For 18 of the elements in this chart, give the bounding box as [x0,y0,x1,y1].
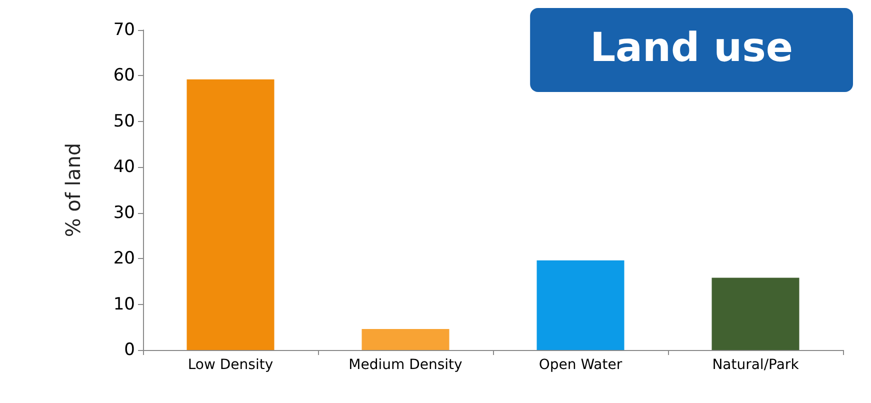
bar [712,278,800,350]
y-tick-label: 60 [113,66,135,86]
y-tick-label: 30 [113,202,135,223]
y-tick-label: 40 [113,157,135,178]
y-tick-label: 20 [113,248,135,269]
x-tick-label: Medium Density [348,357,462,373]
x-tick-label: Low Density [188,357,274,373]
bar [362,328,450,350]
chart-title: Land use [590,25,794,71]
y-tick-label: 10 [113,294,135,314]
y-tick-label: 0 [124,340,135,360]
x-tick-label: Open Water [538,357,622,373]
bar [186,79,274,350]
x-tick-label: Natural/Park [712,357,800,373]
y-tick-label: 50 [113,111,135,132]
y-axis-title: % of land [61,142,85,238]
y-tick-label: 70 [113,20,135,40]
bar [536,260,624,350]
